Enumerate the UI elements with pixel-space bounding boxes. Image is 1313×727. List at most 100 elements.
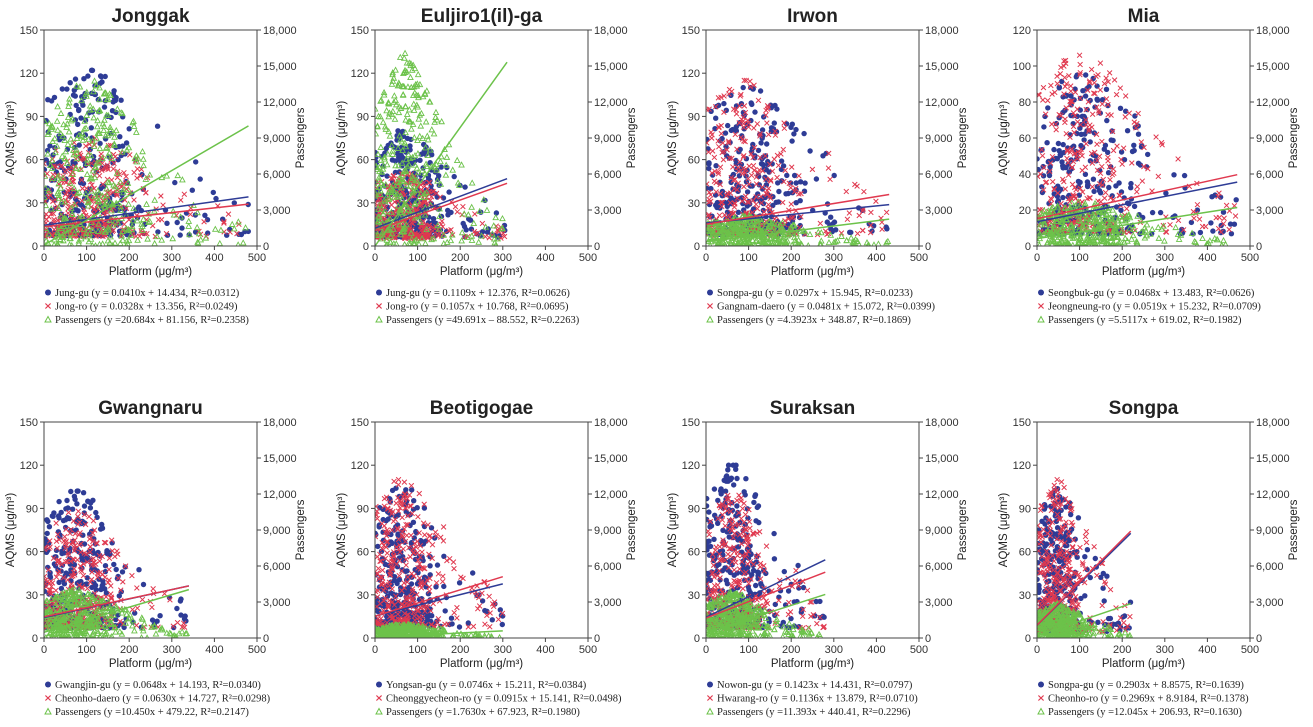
point-series-3: [57, 129, 65, 137]
point-series-3: [753, 236, 761, 244]
point-series-2: [106, 577, 112, 583]
x-tick-label: 0: [703, 252, 709, 264]
y2-tick-label: 3,000: [594, 205, 622, 217]
point-series-2: [114, 192, 120, 199]
point-series-3: [1104, 240, 1111, 246]
point-series-1: [47, 143, 53, 149]
point-series-2: [729, 210, 736, 217]
point-series-3: [77, 165, 84, 172]
point-series-2: [134, 175, 140, 181]
point-series-3: [710, 229, 718, 237]
point-series-2: [117, 587, 124, 593]
point-series-1: [1124, 128, 1131, 134]
point-series-3: [883, 239, 890, 246]
point-series-2: [67, 558, 74, 565]
point-series-3: [55, 241, 61, 246]
point-series-2: [90, 538, 96, 545]
point-series-3: [52, 148, 59, 156]
point-series-2: [734, 146, 740, 153]
point-series-1: [1056, 148, 1062, 154]
point-series-3: [758, 227, 766, 234]
point-series-3: [1134, 212, 1141, 219]
point-series-2: [1090, 90, 1097, 96]
point-series-1: [172, 179, 178, 186]
point-series-3: [856, 241, 862, 246]
point-series-3: [1161, 237, 1168, 244]
point-series-1: [103, 590, 110, 596]
point-series-3: [70, 184, 78, 192]
point-series-3: [60, 222, 68, 229]
point-series-1: [1137, 162, 1144, 168]
point-series-2: [96, 173, 103, 179]
point-series-3: [1049, 203, 1057, 210]
point-series-3: [442, 171, 450, 178]
point-series-3: [402, 168, 410, 175]
point-series-3: [724, 229, 731, 236]
point-series-3: [1068, 199, 1076, 206]
point-series-3: [124, 179, 132, 186]
point-series-3: [376, 190, 384, 197]
point-series-3: [377, 97, 384, 104]
point-series-2: [1048, 82, 1054, 89]
point-series-1: [47, 570, 53, 576]
point-series-3: [107, 207, 115, 214]
point-series-3: [489, 230, 496, 237]
point-series-3: [383, 161, 391, 168]
point-series-2: [1086, 126, 1092, 132]
x-tick-label: 200: [1113, 252, 1131, 264]
x-tick-label: 500: [579, 252, 597, 264]
point-series-2: [782, 167, 789, 174]
point-series-2: [1077, 185, 1084, 192]
point-series-2: [1071, 129, 1077, 136]
point-series-3: [119, 109, 126, 117]
point-series-3: [1102, 241, 1108, 246]
point-series-3: [1096, 208, 1104, 215]
point-series-3: [843, 236, 851, 244]
point-series-2: [454, 209, 461, 215]
y2-tick-label: 18,000: [263, 25, 297, 37]
point-series-2: [1138, 139, 1145, 145]
point-series-2: [721, 109, 727, 116]
point-series-2: [167, 597, 173, 603]
point-series-3: [139, 226, 146, 233]
panel-irwon: Irwon030609012015003,0006,0009,00012,000…: [667, 6, 969, 326]
point-series-2: [745, 124, 752, 130]
point-series-2: [100, 165, 106, 172]
point-series-3: [95, 189, 103, 196]
point-series-1: [136, 567, 142, 573]
point-series-3: [383, 107, 390, 114]
point-series-1: [81, 503, 88, 509]
point-series-3: [130, 117, 137, 124]
point-series-3: [235, 241, 241, 246]
point-series-3: [1093, 237, 1101, 244]
point-series-2: [1056, 111, 1062, 118]
point-series-3: [423, 132, 431, 139]
point-series-2: [80, 561, 87, 567]
point-series-2: [56, 536, 62, 543]
point-series-2: [47, 544, 53, 550]
point-series-3: [388, 141, 396, 149]
point-series-1: [733, 157, 739, 164]
point-series-1: [72, 496, 78, 502]
y2-tick-label: 6,000: [594, 169, 622, 181]
point-series-2: [68, 541, 74, 547]
point-series-2: [65, 193, 72, 200]
point-series-3: [111, 239, 119, 246]
point-series-1: [1128, 185, 1134, 191]
point-series-2: [1037, 92, 1042, 98]
point-series-2: [1062, 186, 1069, 192]
point-series-2: [769, 168, 776, 174]
point-series-1: [58, 509, 64, 516]
point-series-3: [866, 241, 872, 246]
point-series-2: [1039, 152, 1046, 159]
point-series-1: [174, 605, 180, 612]
y2-tick-label: 6,000: [1256, 169, 1284, 181]
point-series-3: [78, 132, 85, 140]
point-series-3: [1148, 225, 1156, 232]
point-series-3: [747, 220, 755, 228]
point-series-1: [1078, 142, 1084, 149]
point-series-2: [1163, 229, 1170, 235]
point-series-3: [112, 628, 119, 635]
point-series-3: [767, 239, 775, 246]
y2-tick-label: 12,000: [594, 97, 628, 109]
